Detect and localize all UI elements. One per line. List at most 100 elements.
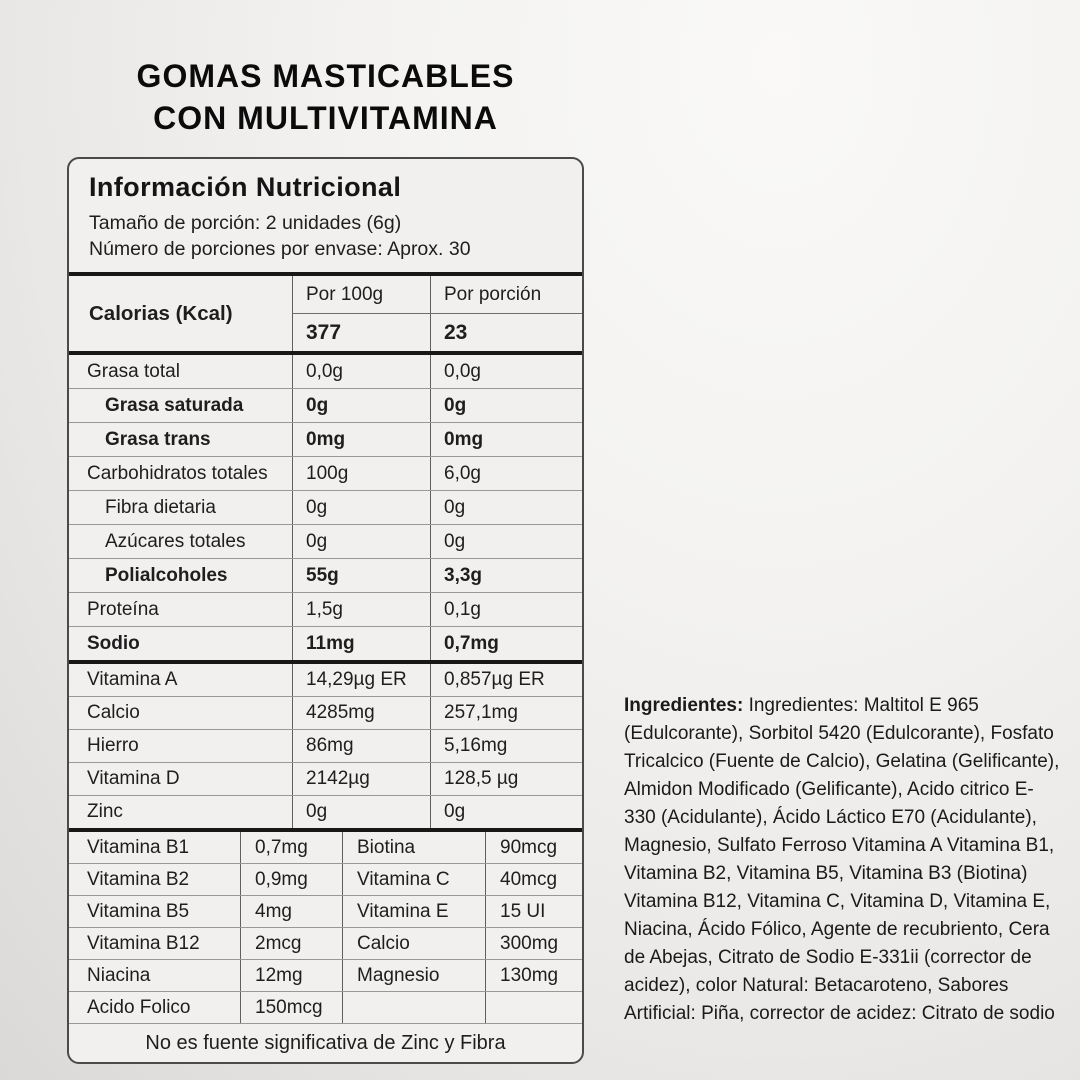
nutrient-value: 150mcg [240, 992, 342, 1023]
nutrient-row: Grasa saturada 0g 0g [69, 388, 582, 422]
nutrient-value-per-serving: 0g [430, 796, 582, 828]
nutrient-label: Vitamina B12 [87, 932, 200, 954]
nutrient-value-per-100g: 0g [292, 389, 430, 422]
nutrient-row: Carbohidratos totales 100g 6,0g [69, 456, 582, 490]
ingredients-text: Ingredientes: Maltitol E 965 (Edulcorant… [624, 695, 1060, 1024]
nutrient-value-per-100g: 0mg [292, 423, 430, 456]
calories-per-100g-value: 377 [292, 313, 430, 351]
nutrient-row: Polialcoholes 55g 3,3g [69, 558, 582, 592]
nutrient-value: 0,9mg [240, 864, 342, 895]
nutrient-value-per-serving: 257,1mg [430, 697, 582, 729]
nutrient-label: Carbohidratos totales [87, 462, 268, 484]
vitamin-row: Vitamina B1 0,7mg Biotina 90mcg [69, 832, 582, 863]
nutrient-value-per-serving: 0mg [430, 423, 582, 456]
nutrient-value-per-serving: 0,857µg ER [430, 664, 582, 696]
nutrient-row: Grasa total 0,0g 0,0g [69, 355, 582, 388]
nutrient-value: 2mcg [240, 928, 342, 959]
nutrient-value: 0,7mg [240, 832, 342, 863]
nutrient-value-per-100g: 0,0g [292, 355, 430, 388]
nutrient-value-per-100g: 0g [292, 491, 430, 524]
footnote: No es fuente significativa de Zinc y Fib… [69, 1023, 582, 1062]
nutrient-value: 15 UI [485, 896, 582, 927]
calories-per-serving-value: 23 [430, 313, 582, 351]
ingredients-paragraph: Ingredientes: Ingredientes: Maltitol E 9… [624, 692, 1060, 1028]
nutrient-value-per-100g: 0g [292, 796, 430, 828]
nutrient-value: 4mg [240, 896, 342, 927]
nutrient-label: Vitamina B1 [87, 836, 190, 858]
calories-label: Calorias (Kcal) [89, 301, 233, 325]
nutrient-label: Vitamina B5 [87, 900, 190, 922]
nutrient-label: Grasa trans [105, 428, 211, 450]
nutrient-value-per-100g: 4285mg [292, 697, 430, 729]
nutrient-value-per-serving: 0g [430, 525, 582, 558]
nutrient-label: Magnesio [342, 960, 485, 991]
nutrient-value-per-100g: 86mg [292, 730, 430, 762]
nutrient-value-per-serving: 0g [430, 491, 582, 524]
nutrient-label: Biotina [342, 832, 485, 863]
nutrient-value-per-serving: 0,1g [430, 593, 582, 626]
panel-title: Información Nutricional [89, 172, 402, 202]
nutrient-value-per-serving: 0,0g [430, 355, 582, 388]
nutrient-row: Zinc 0g 0g [69, 795, 582, 828]
calories-columns: Por 100g Por porción 377 23 [292, 276, 582, 351]
nutrient-label: Vitamina C [342, 864, 485, 895]
nutrient-label: Proteína [87, 598, 159, 620]
nutrient-row: Sodio 11mg 0,7mg [69, 626, 582, 660]
nutrient-label: Sodio [87, 632, 140, 654]
nutrient-value-per-serving: 6,0g [430, 457, 582, 490]
nutrient-value-per-serving: 3,3g [430, 559, 582, 592]
nutrient-value-per-100g: 1,5g [292, 593, 430, 626]
nutrient-label: Vitamina A [87, 669, 178, 690]
nutrient-label: Polialcoholes [105, 564, 228, 586]
nutrient-value-per-100g: 0g [292, 525, 430, 558]
vitamin-row: Vitamina B12 2mcg Calcio 300mg [69, 927, 582, 959]
nutrient-row: Grasa trans 0mg 0mg [69, 422, 582, 456]
nutrient-label: Fibra dietaria [105, 496, 216, 518]
nutrient-value-per-serving: 0,7mg [430, 627, 582, 660]
nutrient-value: 12mg [240, 960, 342, 991]
section-divider [69, 351, 582, 355]
nutrient-row: Vitamina D 2142µg 128,5 µg [69, 762, 582, 795]
nutrient-row: Calcio 4285mg 257,1mg [69, 696, 582, 729]
nutrient-value: 300mg [485, 928, 582, 959]
panel-header: Información Nutricional Tamaño de porció… [69, 159, 582, 272]
nutrient-value: 90mcg [485, 832, 582, 863]
page-title-line2: CON MULTIVITAMINA [153, 100, 498, 136]
nutrient-label: Niacina [87, 964, 151, 986]
col-header-per-100g: Por 100g [292, 276, 430, 313]
nutrient-label: Zinc [87, 801, 123, 822]
nutrient-value [485, 992, 582, 1023]
nutrient-label: Azúcares totales [105, 530, 246, 552]
nutrient-row: Vitamina A 14,29µg ER 0,857µg ER [69, 664, 582, 696]
nutrient-label: Vitamina D [87, 768, 180, 789]
vitamin-row: Vitamina B5 4mg Vitamina E 15 UI [69, 895, 582, 927]
nutrient-label: Calcio [87, 702, 140, 723]
calories-block: Calorias (Kcal) Por 100g Por porción 377… [69, 276, 582, 351]
page-title-line1: GOMAS MASTICABLES [136, 58, 515, 94]
nutrient-value-per-serving: 128,5 µg [430, 763, 582, 795]
nutrient-label: Vitamina E [342, 896, 485, 927]
page-title: GOMAS MASTICABLES CON MULTIVITAMINA [67, 55, 584, 139]
ingredients-lead: Ingredientes: [624, 695, 744, 716]
nutrient-value-per-100g: 100g [292, 457, 430, 490]
nutrition-panel: Información Nutricional Tamaño de porció… [67, 157, 584, 1064]
nutrient-value: 40mcg [485, 864, 582, 895]
nutrient-value-per-100g: 14,29µg ER [292, 664, 430, 696]
calories-column-headers: Por 100g Por porción [292, 276, 582, 313]
nutrient-value: 130mg [485, 960, 582, 991]
micronutrients-section: Vitamina B1 0,7mg Biotina 90mcg Vitamina… [69, 832, 582, 1023]
nutrient-value-per-100g: 11mg [292, 627, 430, 660]
section-divider [69, 272, 582, 276]
nutrient-value-per-100g: 55g [292, 559, 430, 592]
serving-size: Tamaño de porción: 2 unidades (6g) [89, 212, 402, 234]
nutrient-row: Fibra dietaria 0g 0g [69, 490, 582, 524]
nutrient-label: Calcio [342, 928, 485, 959]
calories-values: 377 23 [292, 313, 582, 351]
nutrient-row: Proteína 1,5g 0,1g [69, 592, 582, 626]
vitamin-row: Vitamina B2 0,9mg Vitamina C 40mcg [69, 863, 582, 895]
nutrient-label: Acido Folico [87, 996, 191, 1018]
col-header-per-serving: Por porción [430, 276, 582, 313]
vitamins-section: Vitamina A 14,29µg ER 0,857µg ER Calcio … [69, 664, 582, 828]
nutrient-label [342, 992, 485, 1023]
section-divider [69, 660, 582, 664]
